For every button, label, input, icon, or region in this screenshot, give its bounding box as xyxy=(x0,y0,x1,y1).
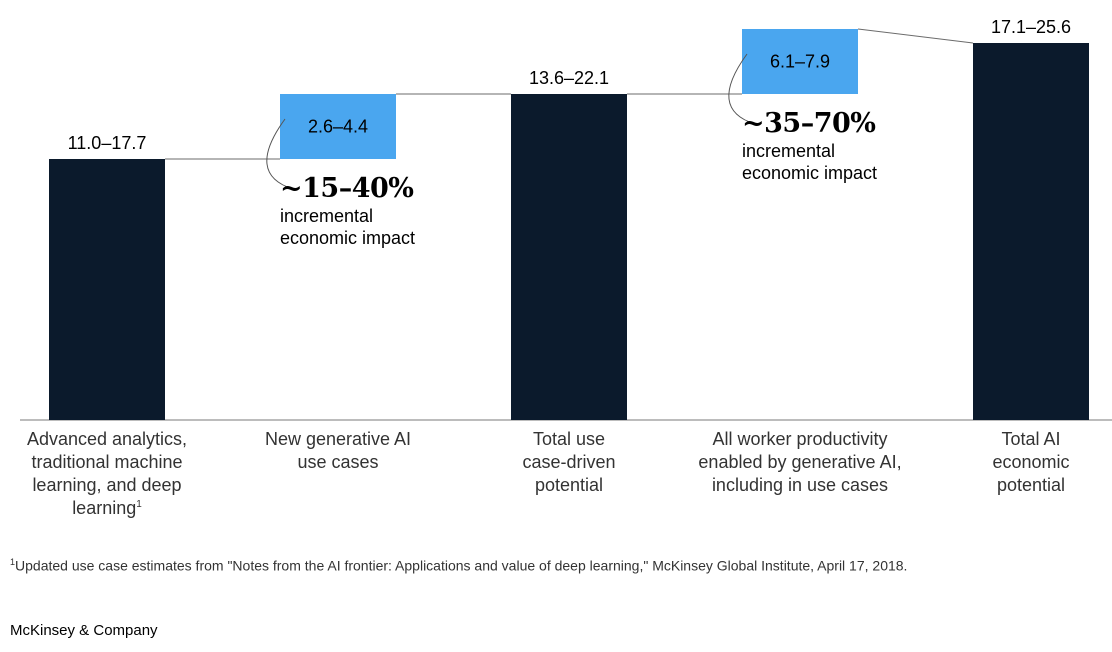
callout-bracket xyxy=(728,53,756,125)
bar-value-label: 11.0–17.7 xyxy=(68,133,147,153)
footnote-text: Updated use case estimates from "Notes f… xyxy=(15,557,908,574)
brand-logo-text: McKinsey & Company xyxy=(10,622,158,639)
bar-increment xyxy=(742,29,858,94)
footnote: 1Updated use case estimates from "Notes … xyxy=(10,557,907,574)
bar-value-label: 2.6–4.4 xyxy=(308,117,368,137)
bar-base xyxy=(49,159,165,420)
bar-value-label: 13.6–22.1 xyxy=(529,68,609,88)
bar-increment xyxy=(280,94,396,159)
impact-callout: ~35–70% incremental economic impact xyxy=(742,108,877,184)
category-label-text: Total use case-driven potential xyxy=(522,429,616,495)
bar-total xyxy=(973,43,1089,420)
category-label: All worker productivity enabled by gener… xyxy=(695,428,905,497)
impact-percent: ~35–70% xyxy=(742,108,876,139)
category-label-text: All worker productivity enabled by gener… xyxy=(698,429,902,495)
footnote-mark: 1 xyxy=(10,557,16,567)
impact-text-line1: incremental xyxy=(280,206,374,226)
impact-text-line2: economic impact xyxy=(280,228,416,248)
category-label: Total AI economic potential xyxy=(976,428,1086,497)
category-label: New generative AI use cases xyxy=(263,428,413,474)
bar-total xyxy=(511,94,627,420)
impact-text-line1: incremental xyxy=(742,141,836,161)
impact-percent: ~15–40% xyxy=(280,173,414,204)
impact-callout: ~15–40% incremental economic impact xyxy=(280,173,415,249)
waterfall-chart: 11.0–17.7 2.6–4.4 13.6–22.1 6.1–7.9 17.1–25.… xyxy=(20,17,1112,421)
bar-value-label: 17.1–25.6 xyxy=(991,17,1071,37)
category-label-text: Total AI economic potential xyxy=(992,429,1070,495)
category-label: Advanced analytics, traditional machine … xyxy=(12,428,202,520)
footnote-ref: 1 xyxy=(136,499,142,510)
category-label: Total use case-driven potential xyxy=(514,428,624,497)
impact-text-line2: economic impact xyxy=(742,163,878,183)
category-label-text: New generative AI use cases xyxy=(264,429,412,472)
connector-line xyxy=(857,28,974,44)
bar-value-label: 6.1–7.9 xyxy=(770,52,830,72)
category-label-text: Advanced analytics, traditional machine … xyxy=(26,429,188,518)
callout-bracket xyxy=(266,118,294,190)
